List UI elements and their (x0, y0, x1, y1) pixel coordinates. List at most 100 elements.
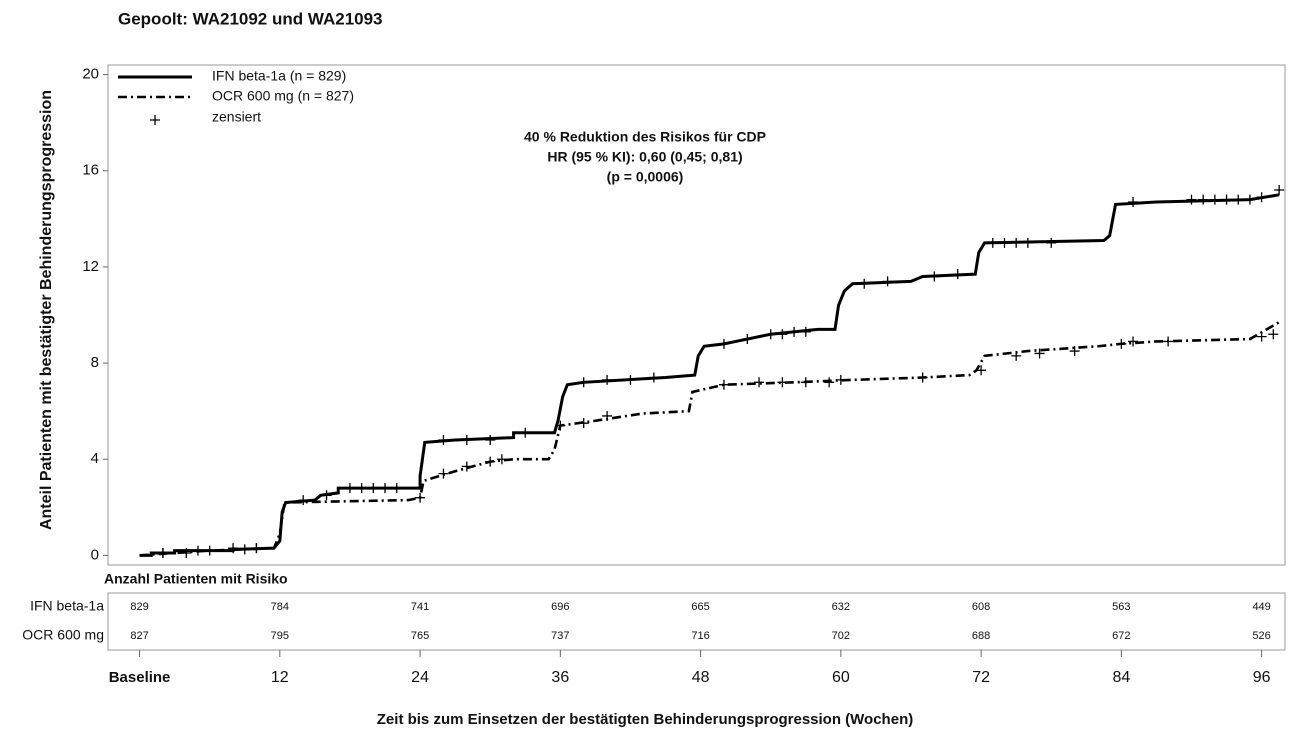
censor-mark (157, 547, 168, 558)
risk-count: 716 (691, 630, 709, 642)
censor-mark (1128, 336, 1139, 347)
censor-mark (356, 483, 367, 494)
censor-mark (800, 326, 811, 337)
legend-censor-symbol (150, 115, 160, 125)
y-tick-label: 8 (91, 354, 99, 371)
censor-mark (835, 374, 846, 385)
censor-mark (777, 329, 788, 340)
risk-count: 829 (130, 601, 148, 613)
risk-count: 688 (972, 630, 990, 642)
annotation: (p = 0,0006) (607, 169, 684, 185)
censor-mark (1011, 237, 1022, 248)
censor-mark (718, 338, 729, 349)
censor-mark (1116, 338, 1127, 349)
censor-mark (1128, 197, 1139, 208)
risk-count: 702 (832, 630, 850, 642)
censor-mark (415, 492, 426, 503)
risk-count: 632 (832, 601, 850, 613)
censor-mark (344, 483, 355, 494)
censor-mark (391, 483, 402, 494)
x-tick-label: 84 (1112, 669, 1130, 686)
censor-mark (438, 468, 449, 479)
censor-mark (1011, 350, 1022, 361)
risk-count: 608 (972, 601, 990, 613)
plot-frame (107, 64, 1286, 566)
x-tick-label: 48 (692, 669, 710, 686)
x-tick-label: Baseline (109, 669, 171, 686)
censor-mark (742, 334, 753, 345)
censor-mark (461, 461, 472, 472)
x-tick-label: 96 (1253, 669, 1271, 686)
annotation: HR (95 % KI): 0,60 (0,45; 0,81) (547, 149, 742, 165)
censor-mark (602, 410, 613, 421)
risk-count: 827 (130, 630, 148, 642)
censor-mark (251, 543, 262, 554)
censor-mark (718, 379, 729, 390)
censor-mark (1256, 192, 1267, 203)
censor-mark (1069, 346, 1080, 357)
censor-mark (321, 490, 332, 501)
y-tick-label: 12 (82, 258, 99, 275)
censor-mark (438, 435, 449, 445)
risk-count: 526 (1252, 630, 1270, 642)
censor-mark (192, 545, 203, 556)
censor-mark (789, 326, 800, 337)
censor-mark (555, 420, 566, 431)
y-tick-label: 16 (82, 162, 99, 179)
censor-mark (1274, 185, 1285, 195)
censor-mark (777, 377, 788, 388)
censor-mark (976, 365, 987, 376)
censor-mark (1233, 194, 1244, 205)
risk-row-label: OCR 600 mg (22, 627, 104, 643)
censor-mark (380, 483, 391, 494)
censor-mark (1022, 237, 1033, 248)
censor-mark (520, 427, 531, 438)
censor-mark (228, 543, 239, 554)
censor-mark (999, 237, 1010, 248)
risk-table-frame (107, 592, 1286, 651)
censor-mark (952, 269, 963, 280)
censor-mark (987, 237, 998, 248)
censor-mark (1163, 336, 1174, 347)
legend-label: OCR 600 mg (n = 827) (212, 88, 354, 104)
risk-count: 449 (1252, 601, 1270, 613)
censor-mark (754, 377, 765, 388)
censor-mark (824, 377, 835, 388)
x-tick-label: 24 (411, 669, 429, 686)
x-tick-label: 36 (551, 669, 569, 686)
censor-mark (765, 329, 776, 340)
y-tick-label: 20 (82, 66, 99, 83)
censor-mark (917, 372, 928, 383)
risk-count: 563 (1112, 601, 1130, 613)
censor-mark (1034, 348, 1045, 359)
chart-title: Gepoolt: WA21092 und WA21093 (118, 9, 383, 28)
risk-count: 784 (271, 601, 289, 613)
censor-mark (1046, 237, 1057, 248)
censor-mark (1221, 194, 1232, 205)
legend-label: IFN beta-1a (n = 829) (212, 68, 346, 84)
survival-line (139, 193, 1280, 557)
risk-count: 795 (271, 630, 289, 642)
legend-label: zensiert (212, 109, 261, 125)
x-tick-label: 72 (972, 669, 990, 686)
censor-mark (485, 456, 496, 467)
censor-mark (298, 495, 309, 506)
censor-mark (485, 435, 496, 445)
censor-mark (602, 374, 613, 385)
censor-mark (800, 377, 811, 388)
risk-count: 665 (691, 601, 709, 613)
x-axis-label: Zeit bis zum Einsetzen der bestätigten B… (377, 711, 913, 728)
censor-mark (368, 483, 379, 494)
x-tick-label: 12 (271, 669, 289, 686)
censor-mark (496, 454, 507, 465)
risk-row-label: IFN beta-1a (30, 598, 104, 614)
y-tick-label: 0 (91, 546, 99, 563)
annotation: 40 % Reduktion des Risikos für CDP (524, 129, 766, 145)
censor-mark (461, 435, 472, 445)
x-tick-label: 60 (832, 669, 850, 686)
risk-count: 765 (411, 630, 429, 642)
risk-count: 696 (551, 601, 569, 613)
censor-mark (882, 276, 893, 287)
y-tick-label: 4 (91, 450, 99, 467)
